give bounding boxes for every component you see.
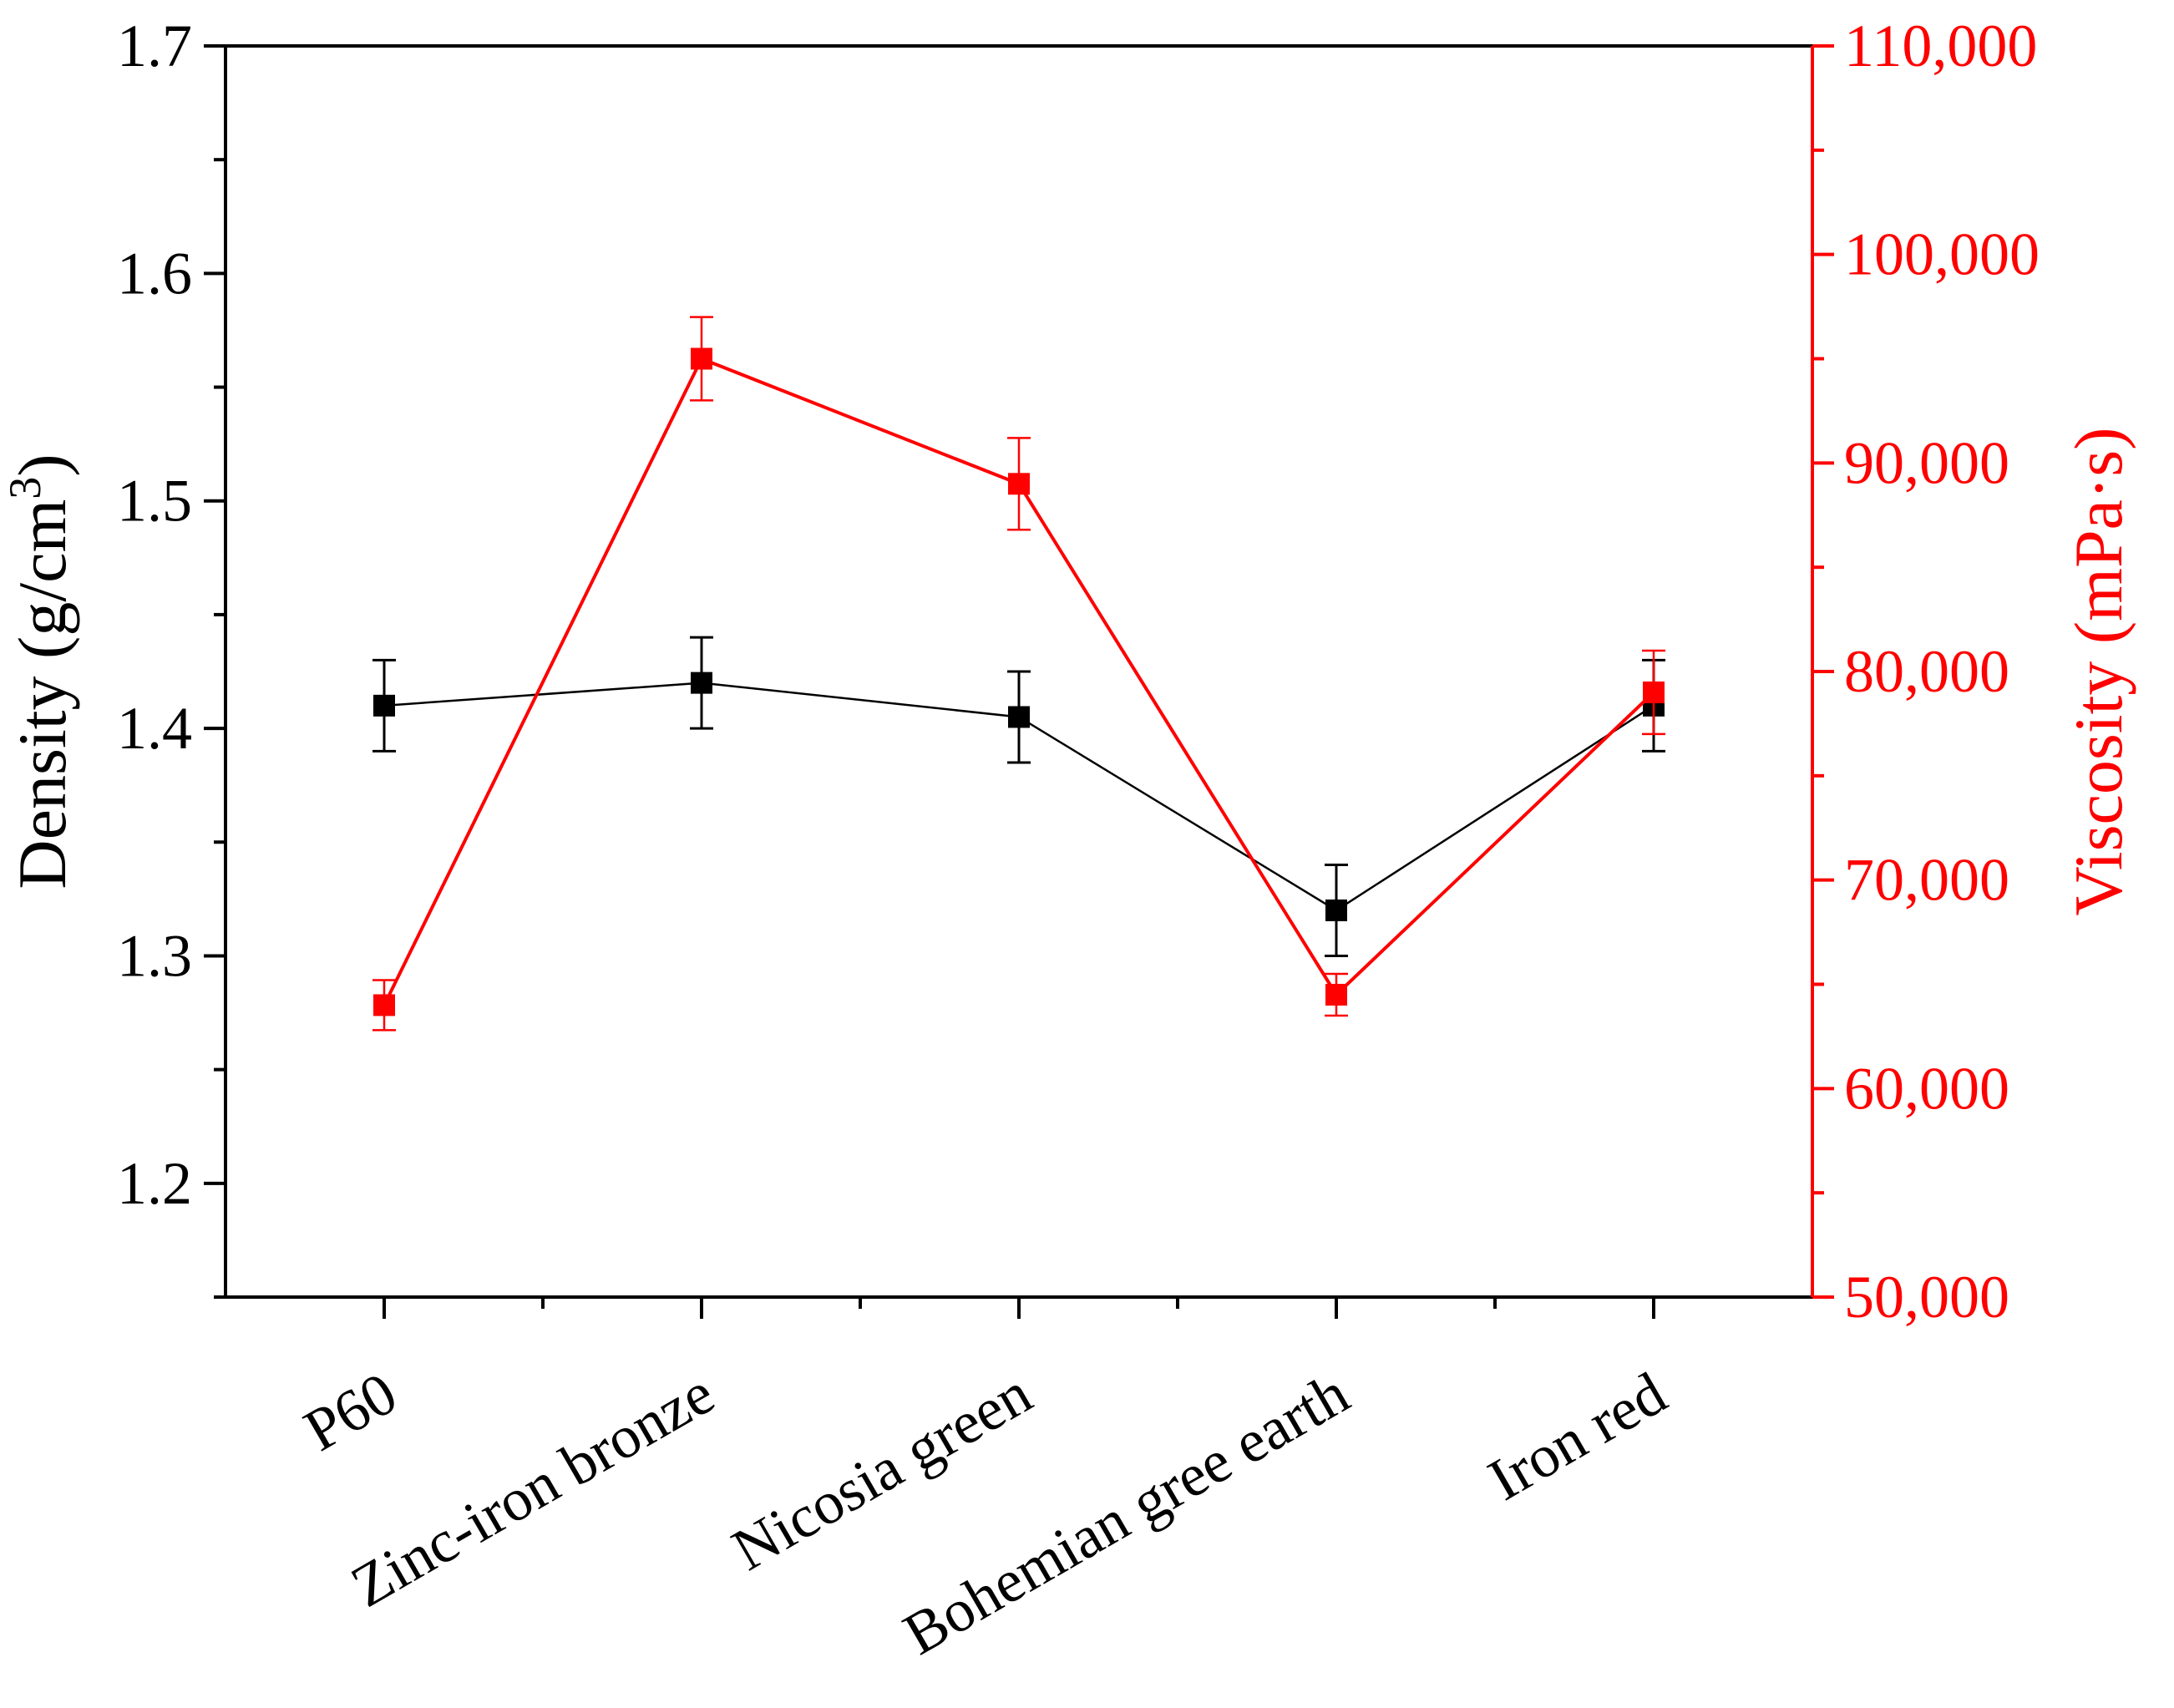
right-axis-title: Viscosity (mPa·s)	[2060, 428, 2136, 916]
data-point-right	[691, 347, 712, 370]
x-category-label: Nicosia green	[721, 1360, 1042, 1584]
right-tick-label: 100,000	[1844, 221, 2040, 288]
left-tick-label: 1.5	[117, 468, 192, 535]
right-axis: 50,000 60,000 70,000 80,000 90,000 100,000 110…	[1812, 13, 2040, 1330]
left-tick-label: 1.3	[117, 922, 192, 989]
data-point-right	[373, 994, 395, 1016]
data-point-left	[1008, 706, 1030, 728]
right-tick-label: 60,000	[1844, 1055, 2009, 1122]
left-axis: 1.2 1.3 1.4 1.5 1.6 1.7	[117, 13, 226, 1299]
data-point-right	[1643, 681, 1665, 703]
left-tick-label: 1.6	[117, 240, 192, 307]
left-axis-title-sup: 3	[0, 477, 50, 499]
x-category-label: P60	[293, 1360, 408, 1464]
data-point-right	[1325, 983, 1347, 1006]
right-tick-label: 90,000	[1844, 429, 2009, 496]
left-tick-label: 1.4	[117, 695, 192, 762]
left-axis-title-main: Density (g/cm	[4, 499, 80, 889]
left-axis-title: Density (g/cm3)	[0, 454, 80, 889]
right-tick-label: 110,000	[1844, 13, 2037, 79]
series-right	[372, 316, 1665, 1031]
data-point-right	[1008, 473, 1030, 495]
series-left	[372, 636, 1665, 957]
right-tick-label: 70,000	[1844, 847, 2009, 914]
data-point-left	[1325, 899, 1347, 921]
x-category-label: Iron red	[1477, 1360, 1677, 1513]
left-axis-title-close: )	[4, 454, 80, 476]
data-point-left	[691, 672, 712, 694]
left-tick-label: 1.7	[117, 13, 192, 79]
right-tick-label: 80,000	[1844, 638, 2009, 705]
left-tick-label: 1.2	[117, 1150, 192, 1217]
right-tick-label: 50,000	[1844, 1264, 2009, 1330]
data-point-left	[373, 694, 395, 717]
series-layer	[372, 316, 1665, 1031]
x-category-label: Zinc-iron bronze	[340, 1360, 725, 1620]
